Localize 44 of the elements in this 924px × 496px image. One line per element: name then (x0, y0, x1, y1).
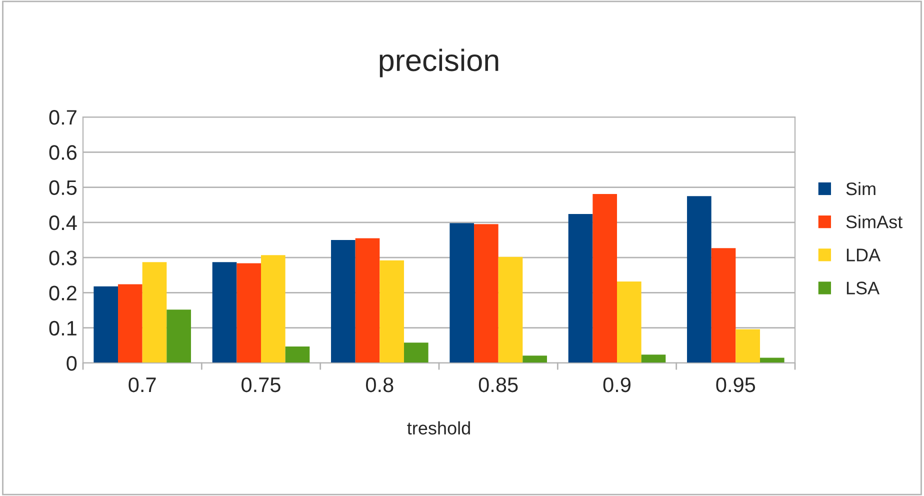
bar (592, 194, 617, 363)
bar (404, 342, 428, 363)
bar (474, 224, 498, 363)
bar (236, 263, 261, 363)
bar (736, 329, 760, 363)
x-tick-label: 0.9 (603, 377, 630, 392)
bar (641, 354, 666, 363)
y-tick-label: 0.5 (49, 180, 77, 196)
y-tick-label: 0.1 (49, 320, 76, 336)
bar (522, 356, 547, 363)
legend-label: Sim (846, 182, 876, 196)
bar (687, 196, 712, 363)
bar (166, 310, 191, 363)
x-tick-label: 0.95 (716, 377, 756, 392)
y-tick-label: 0.6 (49, 145, 77, 160)
y-tick-label: 0 (66, 356, 77, 371)
y-tick-label: 0.2 (49, 286, 76, 300)
y-tick-label: 0.7 (49, 110, 76, 125)
bar (212, 262, 237, 363)
bar (285, 346, 310, 363)
x-tick-label: 0.75 (242, 377, 280, 392)
y-tick-label: 0.4 (49, 215, 77, 230)
bar (711, 248, 736, 363)
y-tick-label: 0.3 (49, 250, 77, 266)
bar (261, 255, 286, 363)
bar (760, 358, 784, 363)
bar (617, 281, 642, 363)
bar (355, 238, 380, 363)
x-tick-label: 0.8 (366, 377, 394, 392)
bar (118, 284, 142, 363)
x-tick-label: 0.85 (478, 377, 518, 392)
legend-label: SimAst (846, 215, 902, 228)
bar (331, 240, 356, 363)
chart-title: precision (380, 48, 498, 78)
bar (94, 286, 118, 363)
bar (568, 214, 593, 363)
x-axis-title: treshold (407, 421, 470, 435)
bar (142, 262, 167, 363)
x-tick-label: 0.7 (128, 377, 156, 392)
legend-label: LDA (846, 248, 881, 262)
legend-label: LSA (846, 282, 880, 294)
bar (498, 256, 523, 363)
bar (380, 260, 404, 363)
bar (450, 223, 474, 363)
